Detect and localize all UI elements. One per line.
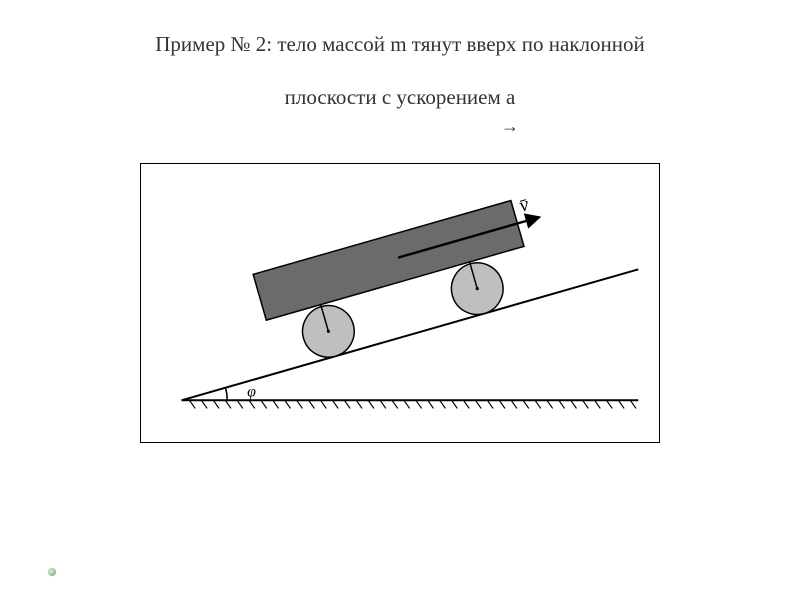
svg-text:v̄: v̄ [517, 193, 532, 217]
slide-bullet-icon [48, 568, 56, 576]
title-line1: Пример № 2: тело массой m тянут вверх по… [60, 32, 740, 57]
accel-vector-arrow: → [60, 116, 740, 137]
physics-diagram: φ v̄ [140, 163, 660, 443]
svg-text:φ: φ [247, 383, 256, 400]
diagram-svg: φ v̄ [141, 164, 659, 442]
title-line2: плоскости с ускорением a [60, 85, 740, 110]
